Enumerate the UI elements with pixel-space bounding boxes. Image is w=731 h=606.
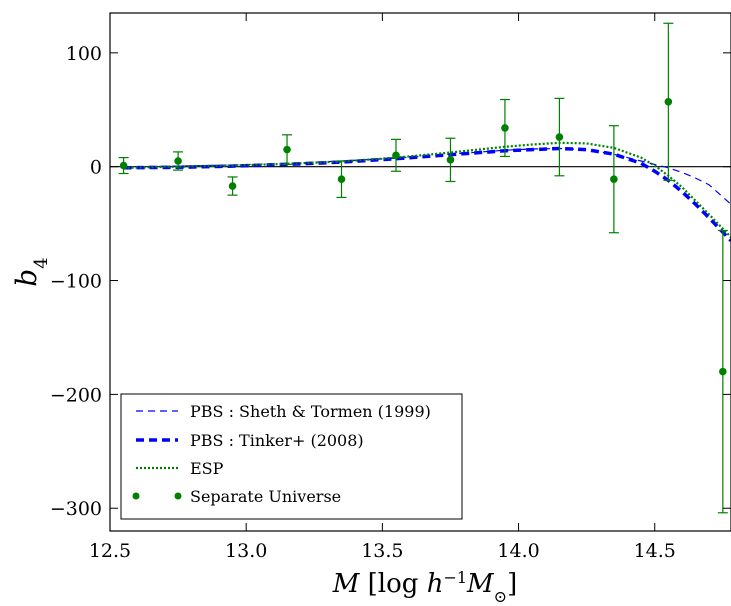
data-point — [719, 367, 727, 376]
y-tick-label: −300 — [50, 498, 102, 520]
plot-frame — [109, 12, 731, 532]
legend-marker-separate-universe-2 — [174, 492, 182, 500]
series-line-tinker — [123, 146, 731, 242]
x-tick-label: 13.5 — [361, 540, 403, 562]
data-point — [555, 133, 564, 141]
data-point — [174, 157, 182, 165]
data-point — [392, 151, 400, 160]
y-tick-label: −200 — [50, 384, 102, 406]
data-point — [501, 124, 509, 132]
x-tick-label: 14.0 — [497, 540, 539, 562]
x-tick-label: 14.5 — [634, 540, 676, 562]
data-point — [664, 98, 673, 106]
data-point — [610, 175, 618, 184]
legend: PBS : Sheth & Tormen (1999) PBS : Tinker… — [120, 393, 463, 520]
data-point — [228, 182, 237, 190]
legend-label-tinker: PBS : Tinker+ (2008) — [190, 431, 364, 450]
legend-marker-separate-universe-1 — [132, 492, 140, 500]
y-tick-label: −100 — [50, 271, 102, 293]
data-point — [446, 156, 455, 164]
y-tick-label: 100 — [66, 43, 102, 65]
x-tick-label: 13.0 — [225, 540, 267, 562]
data-point — [119, 161, 128, 170]
legend-label-sheth-tormen: PBS : Sheth & Tormen (1999) — [190, 402, 431, 421]
data-point — [283, 145, 291, 154]
legend-label-separate-universe: Separate Universe — [190, 487, 341, 506]
legend-label-esp: ESP — [190, 459, 224, 478]
x-tick-label: 12.5 — [89, 540, 131, 562]
x-axis-label: M [log h−1M⊙] — [332, 568, 517, 606]
data-point — [337, 175, 346, 184]
y-tick-label: 0 — [90, 157, 102, 179]
y-axis-label: b4 — [10, 257, 52, 286]
